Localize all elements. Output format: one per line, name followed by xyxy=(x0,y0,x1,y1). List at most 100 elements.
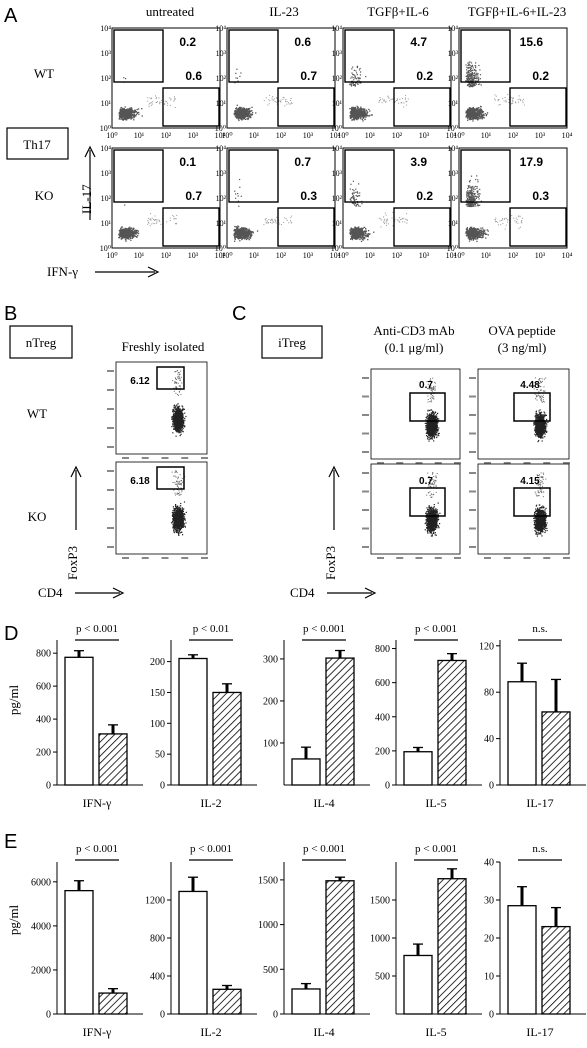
xlabel-arrowhead xyxy=(147,266,160,278)
tick-label: 10⁴ xyxy=(447,144,458,153)
category-label: IL-17 xyxy=(526,1025,553,1039)
panel-label-c: C xyxy=(232,303,246,325)
category-label: IL-4 xyxy=(313,1025,334,1039)
bar-ko xyxy=(98,992,128,1015)
tick-label: 10⁴ xyxy=(446,131,457,140)
y-tick-label: 2000 xyxy=(31,965,51,976)
y-tick-label: 800 xyxy=(36,649,51,660)
y-tick-label: 200 xyxy=(375,746,390,757)
gate-box xyxy=(156,466,185,490)
tick-label: 10³ xyxy=(216,169,227,178)
gate-value: 4.15 xyxy=(520,476,540,487)
flow-dots xyxy=(465,175,523,243)
tick-label: 10⁴ xyxy=(331,144,342,153)
tick-label: 10² xyxy=(508,251,519,260)
y-tick-label: 0 xyxy=(273,1010,278,1021)
y-tick-label: 600 xyxy=(36,682,51,693)
tick-mark xyxy=(543,462,551,464)
tick-mark xyxy=(469,527,476,530)
flow-dots xyxy=(118,77,176,121)
gate-value-upper: 0.7 xyxy=(294,155,311,169)
tick-label: 10² xyxy=(161,131,172,140)
tick-label: 10⁴ xyxy=(330,131,341,140)
gate-value: 6.18 xyxy=(130,476,150,487)
bar-subplot: 0 50 100 150 200 p < 0.01 IL-2 xyxy=(150,623,257,810)
tick-label: 10⁰ xyxy=(331,124,342,133)
ylabel-il17: IL-17 xyxy=(79,184,94,214)
tick-label: 10⁴ xyxy=(330,251,341,260)
plot-frame xyxy=(477,368,570,460)
flow-dots xyxy=(465,61,525,122)
y-tick-label: 120 xyxy=(479,641,494,652)
y-tick-label: 1000 xyxy=(258,920,278,931)
bar-ko xyxy=(212,988,242,1015)
y-tick-label: 400 xyxy=(150,972,165,983)
tick-label: 10³ xyxy=(535,131,546,140)
y-tick-label: 200 xyxy=(263,696,278,707)
flow-dots xyxy=(533,377,549,443)
gate-upper xyxy=(344,149,395,203)
ylabel-foxp3: FoxP3 xyxy=(323,546,338,580)
y-tick-label: 400 xyxy=(36,715,51,726)
y-tick-label: 40 xyxy=(484,858,494,869)
flow-dots xyxy=(118,204,178,242)
tick-label: 10¹ xyxy=(332,219,343,228)
tick-mark xyxy=(107,370,114,372)
y-tick-label: 100 xyxy=(263,738,278,749)
gate-value-upper: 3.9 xyxy=(410,155,427,169)
ylabel-pgml-d: pg/ml xyxy=(6,684,21,715)
tick-mark xyxy=(469,490,476,493)
y-tick-label: 500 xyxy=(263,965,278,976)
gate-value-lower: 0.2 xyxy=(416,69,433,83)
anti-cd3-header: Anti-CD3 mAb xyxy=(373,323,454,338)
tick-label: 10¹ xyxy=(448,99,459,108)
bar-subplot: 0 10 20 30 40 n.s. IL-17 xyxy=(484,843,586,1039)
tick-label: 10⁰ xyxy=(337,131,348,140)
tick-mark xyxy=(434,462,442,464)
flow-plot: 4.15 xyxy=(469,463,570,559)
panel-label-e: E xyxy=(4,831,17,853)
p-value: p < 0.01 xyxy=(193,623,229,635)
tick-mark xyxy=(415,462,423,464)
bar-wt xyxy=(403,954,433,1015)
tick-label: 10⁰ xyxy=(447,244,458,253)
y-tick-label: 0 xyxy=(489,1010,494,1021)
xlabel-arrowhead xyxy=(112,587,125,599)
tick-mark xyxy=(377,557,384,559)
tick-mark xyxy=(362,451,369,453)
tick-label: 10² xyxy=(392,251,403,260)
tick-label: 10² xyxy=(216,194,227,203)
tick-mark xyxy=(107,508,114,510)
tick-mark xyxy=(161,557,169,559)
tick-mark xyxy=(181,557,189,559)
flow-plot: 4.48 xyxy=(469,368,570,464)
tick-label: 10⁰ xyxy=(221,131,232,140)
tick-label: 10⁰ xyxy=(100,244,111,253)
flow-dots xyxy=(533,472,548,537)
category-label: IL-17 xyxy=(526,796,553,810)
y-tick-label: 150 xyxy=(150,688,165,699)
tick-mark xyxy=(107,446,114,448)
gate-value-lower: 0.6 xyxy=(185,69,202,83)
flow-plot: 0.7 xyxy=(362,463,461,559)
panel-b-plots: 6.12 6.18 xyxy=(107,361,208,559)
tick-mark xyxy=(362,432,369,435)
tick-label: 10² xyxy=(101,194,112,203)
tick-mark xyxy=(469,414,476,416)
tick-label: 10⁰ xyxy=(215,244,226,253)
gate-value-upper: 15.6 xyxy=(520,35,544,49)
tick-mark xyxy=(362,414,369,416)
category-label: IL-5 xyxy=(425,1025,446,1039)
tick-label: 10² xyxy=(216,74,227,83)
tick-mark xyxy=(469,451,476,453)
y-tick-label: 0 xyxy=(46,1010,51,1021)
tick-mark xyxy=(484,557,491,559)
plot-frame xyxy=(370,368,461,460)
tick-mark xyxy=(396,557,404,559)
tick-label: 10⁰ xyxy=(453,131,464,140)
tick-mark xyxy=(362,377,369,379)
y-tick-label: 500 xyxy=(375,972,390,983)
bar-subplot: 0 40 80 120 n.s. IL-17 xyxy=(479,623,586,810)
